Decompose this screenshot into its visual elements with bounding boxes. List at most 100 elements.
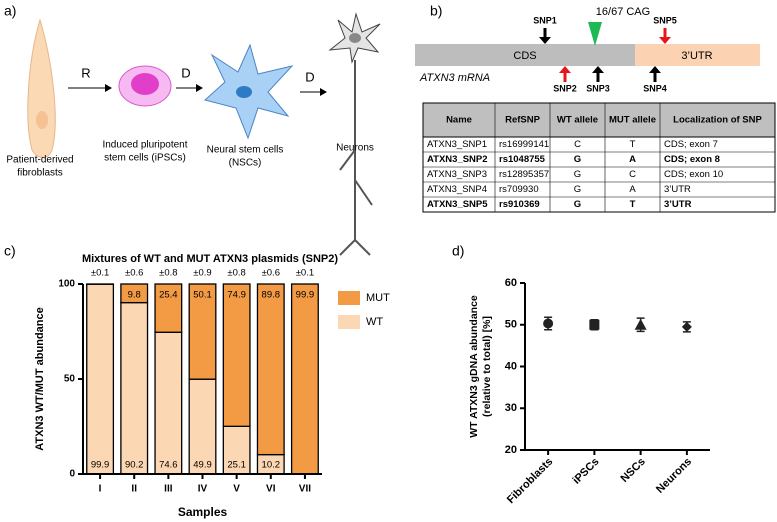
error-label: ±0.9 <box>193 268 211 279</box>
x-tick-label: iPSCs <box>571 456 602 487</box>
table-header: WT allele <box>557 115 598 126</box>
y-axis-label: (relative to total) [%] <box>481 316 493 417</box>
value-label: 9.8 <box>128 290 141 301</box>
table-cell: C <box>574 139 581 150</box>
point <box>681 321 692 332</box>
y-tick-label: 50 <box>505 319 517 331</box>
table-cell: CDS; exon 7 <box>664 139 718 150</box>
region-label: 3’UTR <box>681 50 712 62</box>
error-label: ±0.8 <box>159 268 177 279</box>
table-cell: A <box>629 154 636 165</box>
snp-label: SNP1 <box>533 15 557 25</box>
table-body <box>422 136 776 213</box>
error-label: ±0.6 <box>125 268 143 279</box>
step-label: Neurons <box>336 143 374 154</box>
value-label: 99.9 <box>91 460 110 471</box>
table-cell: 3’UTR <box>664 184 691 195</box>
table-cell: ATXN3_SNP3 <box>427 169 487 180</box>
value-label: 89.8 <box>262 290 281 301</box>
point <box>543 318 554 329</box>
x-tick-label: III <box>164 484 173 495</box>
table-cell: T <box>630 199 636 210</box>
value-label: 99.9 <box>296 290 315 301</box>
bar-segment <box>154 331 183 475</box>
value-label: 74.6 <box>159 460 178 471</box>
bar-segment <box>290 283 319 475</box>
axon <box>339 60 373 256</box>
nucleus <box>236 86 252 98</box>
table-cell: rs1048755 <box>499 154 546 165</box>
table-cell: ATXN3_SNP4 <box>427 184 487 195</box>
arrow-label: R <box>81 65 90 80</box>
table-cell: CDS; exon 10 <box>664 169 723 180</box>
snp-arrowhead <box>649 66 661 73</box>
table-cell: G <box>574 169 581 180</box>
table-header: Localization of SNP <box>673 115 762 126</box>
arrowhead <box>196 84 203 92</box>
snp-label: SNP3 <box>586 83 610 93</box>
table-cell: ATXN3_SNP1 <box>427 139 487 150</box>
snp-arrowhead <box>559 66 571 73</box>
table-cell: ATXN3_SNP5 <box>427 199 488 210</box>
table-cell: CDS; exon 8 <box>664 154 720 165</box>
point <box>634 318 647 330</box>
x-tick-label: V <box>233 484 240 495</box>
bar-segment <box>120 301 149 475</box>
panel-label: a) <box>4 3 16 19</box>
nucleus <box>36 111 48 129</box>
nucleus <box>349 33 361 43</box>
bar-segment <box>188 283 217 380</box>
table-cell: G <box>574 154 581 165</box>
table-cell: C <box>629 169 636 180</box>
cds-region <box>415 44 635 66</box>
fibroblast <box>27 18 56 158</box>
x-tick-label: I <box>99 484 102 495</box>
legend-label: MUT <box>366 292 390 304</box>
panel-label: d) <box>452 243 464 259</box>
step-label: (NSCs) <box>229 158 262 169</box>
y-tick-label: 0 <box>69 469 75 480</box>
bar-segment <box>86 283 115 475</box>
table-cell: ATXN3_SNP2 <box>427 154 488 165</box>
snp-arrowhead <box>659 37 671 44</box>
table-header: Name <box>446 115 472 126</box>
snp-arrowhead <box>539 37 551 44</box>
panel-label: b) <box>430 3 442 19</box>
x-tick-label: Fibroblasts <box>505 456 555 506</box>
arrowhead <box>105 84 112 92</box>
cag-marker <box>588 22 602 46</box>
bar-segment <box>256 283 285 456</box>
value-label: 25.4 <box>159 290 178 301</box>
bar-segment <box>154 283 183 333</box>
bar-segment <box>120 283 149 304</box>
y-axis-label: WT ATXN3 gDNA abundance <box>468 295 480 438</box>
legend-swatch <box>338 315 360 329</box>
arrowhead <box>320 88 327 96</box>
snp-label: SNP2 <box>553 83 577 93</box>
x-tick-label: VII <box>299 484 311 495</box>
table-cell: 3’UTR <box>664 199 692 210</box>
x-tick-label: NSCs <box>619 456 648 485</box>
step-label: stem cells (iPSCs) <box>104 153 186 164</box>
table-cell: rs12895357 <box>499 169 549 180</box>
step-label: fibroblasts <box>17 168 63 179</box>
table-cell: rs16999141 <box>499 139 549 150</box>
error-label: ±0.1 <box>91 268 109 279</box>
step-label: Patient-derived <box>6 155 73 166</box>
snp-label: SNP5 <box>653 15 677 25</box>
table-cell: T <box>630 139 636 150</box>
snp-arrowhead <box>592 66 604 73</box>
region-label: CDS <box>513 50 536 62</box>
arrow-label: D <box>181 65 190 80</box>
x-tick-label: Neurons <box>654 456 694 496</box>
panel-label: c) <box>4 243 16 259</box>
x-tick-label: IV <box>198 484 208 495</box>
y-tick-label: 40 <box>505 360 517 372</box>
error-label: ±0.8 <box>227 268 245 279</box>
value-label: 49.9 <box>193 460 212 471</box>
value-label: 74.9 <box>227 290 246 301</box>
table-cell: rs709930 <box>499 184 539 195</box>
table-cell: G <box>574 184 581 195</box>
x-axis-label: Samples <box>178 505 228 519</box>
